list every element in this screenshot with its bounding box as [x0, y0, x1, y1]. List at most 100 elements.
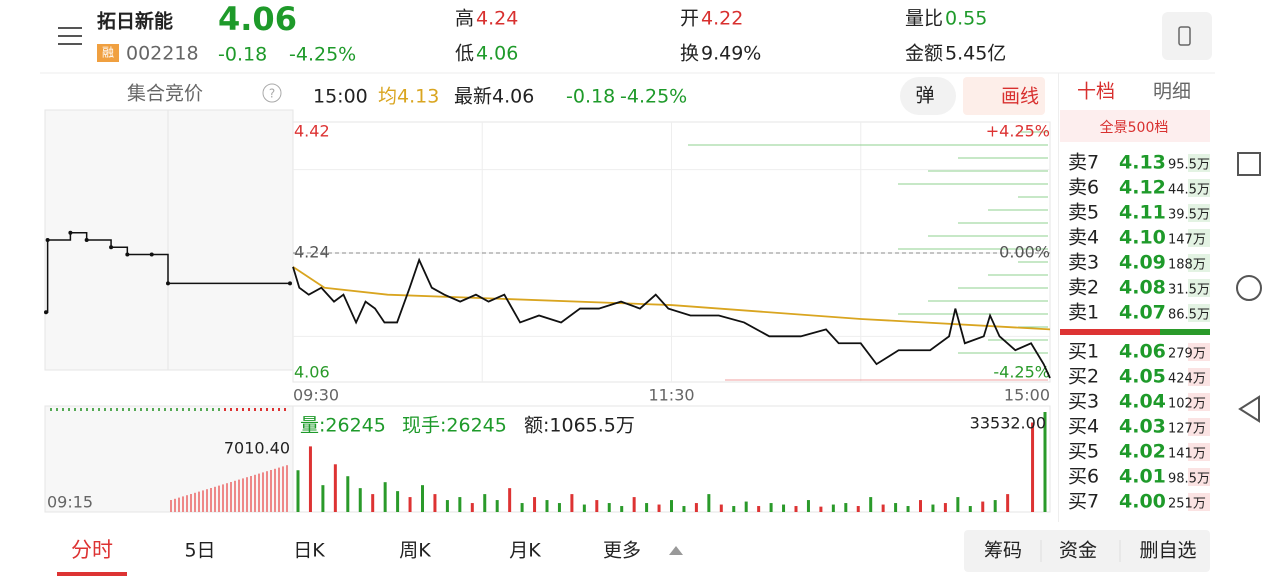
nav-square[interactable] [1237, 152, 1261, 176]
volume-bar [806, 500, 810, 512]
footer-tab[interactable]: 更多 [603, 540, 641, 562]
y-tick-label: 4.06 [294, 363, 330, 382]
auction-vol [190, 494, 192, 512]
auction-tick [236, 408, 238, 411]
device-icon [1178, 26, 1191, 46]
draw-button[interactable] [963, 77, 1045, 115]
draw[interactable]: 画线 [1001, 86, 1039, 108]
volume-bar [483, 494, 487, 512]
auction-dot [84, 238, 89, 242]
volume-bar [732, 506, 736, 512]
auction-tick [146, 408, 148, 411]
auction-tick [242, 408, 244, 411]
auction-tick [164, 408, 166, 411]
volume-bar [408, 497, 412, 512]
auction-tick [254, 408, 256, 411]
book-label: 买7 [1068, 491, 1099, 513]
volume-bar [657, 504, 661, 512]
button-bar [964, 530, 1210, 572]
volume-bar [458, 497, 462, 512]
auction-vol [286, 465, 288, 512]
footer-button[interactable]: 筹码 [984, 540, 1022, 562]
volume-bar [1031, 422, 1035, 512]
book-price: 4.11 [1119, 202, 1166, 224]
depth-bar [1188, 304, 1210, 322]
stock-code: 002218 [126, 43, 199, 65]
depth-bar [1188, 179, 1210, 197]
pop-button[interactable] [900, 77, 956, 115]
volume-bar [371, 494, 375, 512]
footer-button[interactable]: 资金 [1059, 540, 1097, 562]
nav-back[interactable] [1238, 395, 1260, 423]
auction-tick [260, 408, 262, 411]
avg: 均4.13 [378, 86, 439, 108]
depth-bar [1188, 154, 1210, 172]
device-button[interactable] [1162, 12, 1212, 60]
footer-tab[interactable]: 日K [293, 540, 325, 562]
book-label: 卖7 [1068, 152, 1099, 174]
footer-tab[interactable]: 5日 [184, 540, 215, 562]
footer-tab[interactable]: 月K [509, 540, 541, 562]
active-tab-underline [57, 572, 127, 576]
book-volume: 424万 [1168, 372, 1206, 387]
auction-dot [125, 252, 130, 257]
book-volume: 279万 [1168, 347, 1206, 362]
help[interactable]: ? [269, 87, 275, 101]
volume-bar [831, 504, 835, 512]
auction-vol [170, 500, 172, 512]
pct-label: 0.00% [999, 243, 1050, 262]
book-price: 4.00 [1119, 491, 1166, 513]
volume-bar [333, 464, 337, 512]
depth-bar [1188, 443, 1210, 461]
book-price: 4.09 [1119, 252, 1166, 274]
volume-bar [346, 476, 350, 512]
auction-vol [242, 478, 244, 512]
book-label: 卖2 [1068, 277, 1099, 299]
depth-bar [1188, 343, 1210, 361]
footer-button[interactable]: 删自选 [1139, 540, 1196, 562]
auction-vol [262, 472, 264, 512]
book-tab[interactable]: 十档 [1077, 81, 1115, 103]
volume-bar [470, 503, 474, 512]
auction-tick [134, 408, 136, 411]
volume-bar [931, 504, 935, 512]
x-tick-label: 15:00 [1004, 386, 1050, 405]
auction-vol [238, 479, 240, 512]
auction-vol [194, 492, 196, 512]
pop[interactable]: 弹 [915, 85, 934, 107]
help-icon[interactable] [262, 83, 282, 103]
stat-label: 高 [455, 8, 474, 30]
auction-dot [68, 230, 73, 235]
volume-bar [794, 506, 798, 512]
footer-tab[interactable]: 周K [399, 540, 431, 562]
change-pct: -4.25% [289, 44, 356, 66]
volume-bar [595, 500, 599, 512]
time: 15:00 [313, 86, 368, 108]
auction-vol [202, 490, 204, 512]
book-label: 买2 [1068, 366, 1099, 388]
auction-tick [140, 408, 142, 411]
book-volume: 98.5万 [1168, 472, 1210, 487]
book-tab[interactable]: 明细 [1153, 81, 1191, 103]
badge-bg [97, 44, 119, 62]
auction-dot [109, 245, 114, 250]
book-label: 买1 [1068, 341, 1099, 363]
price-line [292, 257, 1051, 379]
book-label: 卖3 [1068, 252, 1099, 274]
nav-circle[interactable] [1236, 275, 1262, 301]
footer-tab[interactable]: 分时 [71, 538, 113, 562]
volume-bar [421, 485, 424, 512]
stock-price: 4.06 [218, 0, 297, 38]
volume-bar [495, 500, 499, 512]
volume-bar [582, 504, 586, 512]
auction-vol [178, 497, 180, 512]
volume-bar [557, 503, 561, 512]
stock-name: 拓日新能 [97, 10, 173, 33]
auction-dot [166, 281, 170, 286]
auction-tick [92, 408, 94, 411]
auction-tick [284, 408, 286, 411]
volume-bar [757, 506, 761, 512]
volume-bar [869, 497, 873, 512]
book-price: 4.06 [1119, 341, 1166, 363]
volume-bar [906, 506, 910, 512]
